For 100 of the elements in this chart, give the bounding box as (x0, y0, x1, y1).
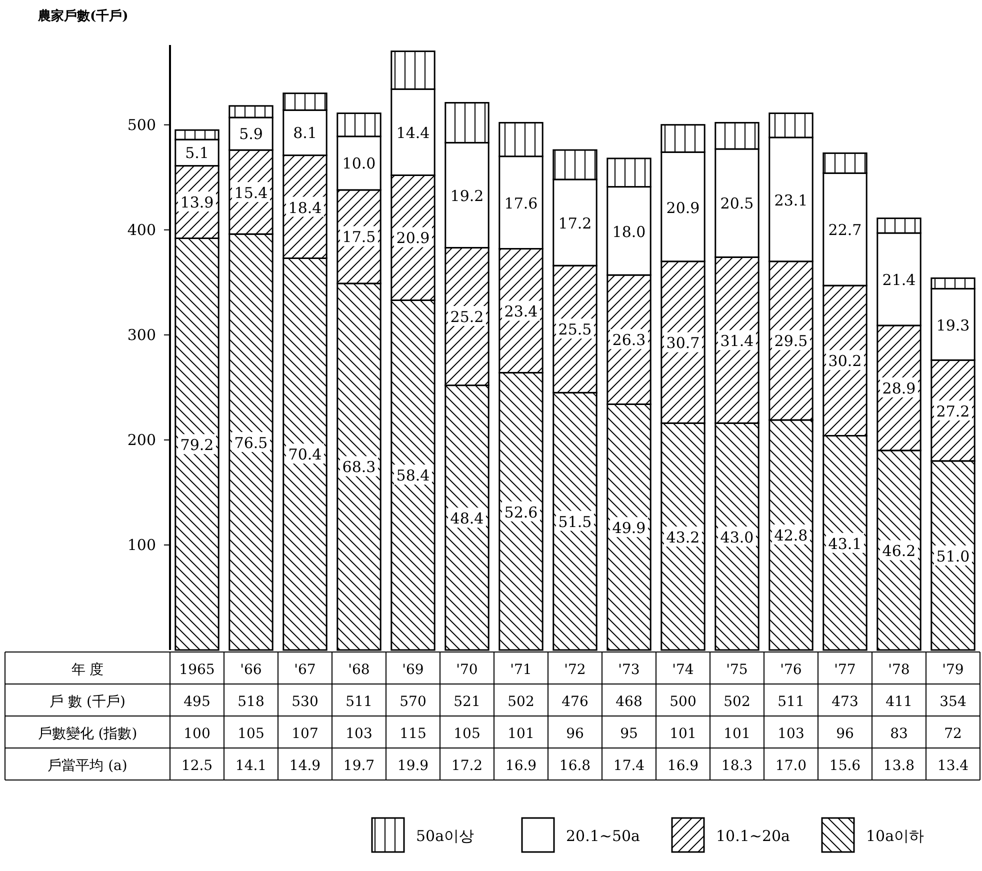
annotation: 52.6 (504, 503, 538, 522)
total-label: 521 (454, 694, 480, 710)
text: 103 (346, 726, 372, 742)
total-label: 500 (670, 694, 696, 710)
x-tick-label: '79 (942, 662, 964, 678)
x-tick-label: '75 (726, 662, 748, 678)
annotation: 17.5 (342, 228, 376, 246)
annotation: 70.4 (288, 446, 322, 464)
text: 17.0 (775, 758, 807, 774)
annotation: 25.2 (450, 308, 484, 326)
annotation: 26.3 (612, 331, 646, 350)
text: 18.3 (721, 758, 753, 774)
total-label: 570 (400, 694, 426, 710)
annotation: 21.4 (882, 271, 916, 290)
text: 101 (724, 726, 750, 742)
annotation: 20.9 (666, 198, 700, 217)
text: 戶數變化 (指數) (38, 726, 138, 742)
text: 16.9 (667, 758, 699, 774)
annotation: 48.4 (450, 510, 484, 528)
annotation: 28.9 (882, 379, 916, 398)
text: 13.4 (937, 758, 969, 774)
annotation: 13.9 (180, 194, 214, 212)
annotation: 68.3 (342, 458, 376, 476)
total-label: 476 (562, 694, 588, 710)
text: 72 (944, 726, 962, 742)
annotation: 42.8 (774, 526, 808, 544)
x-tick-label: '67 (294, 662, 316, 678)
annotation: 18.4 (288, 198, 322, 217)
text: 12.5 (181, 758, 213, 774)
x-tick-label: '76 (780, 662, 802, 678)
x-tick-label: '70 (456, 662, 478, 678)
text: 105 (238, 726, 264, 742)
total-label: 502 (508, 694, 534, 710)
total-label: 354 (940, 694, 966, 710)
text: 年 度 (71, 662, 104, 678)
text: 14.9 (289, 758, 321, 774)
text: 115 (400, 726, 426, 742)
annotation: 5.9 (239, 125, 263, 144)
annotation: 43.2 (666, 528, 700, 547)
total-label: 511 (346, 694, 372, 710)
y-tick-label: 400 (127, 220, 156, 239)
annotation: 18.0 (612, 222, 646, 241)
text: 19.9 (397, 758, 429, 774)
annotation: 15.4 (234, 184, 268, 202)
total-label: 511 (778, 694, 804, 710)
text: 103 (778, 726, 804, 742)
legend-label: 10a이하 (866, 827, 924, 845)
annotation: 51.5 (558, 512, 592, 531)
text: 戶 數 (千戶) (50, 694, 126, 710)
total-label: 530 (292, 694, 318, 710)
annotation: 23.1 (774, 191, 808, 210)
total-label: 468 (616, 694, 642, 710)
text: 83 (890, 726, 908, 742)
y-tick-label: 500 (127, 116, 156, 134)
annotation: 14.4 (396, 124, 430, 142)
annotation: 43.0 (720, 528, 754, 547)
y-tick-label: 200 (127, 430, 156, 449)
x-tick-label: '73 (618, 662, 640, 678)
text: 101 (508, 726, 534, 742)
text: 13.8 (883, 758, 915, 774)
y-tick-label: 100 (127, 536, 156, 554)
annotation: 31.4 (720, 332, 754, 350)
total-label: 473 (832, 694, 858, 710)
annotation: 49.9 (612, 519, 646, 538)
annotation: 22.7 (828, 220, 862, 239)
text: 105 (454, 726, 480, 742)
annotation: 5.1 (185, 144, 209, 162)
annotation: 79.2 (180, 436, 214, 454)
annotation: 27.2 (936, 402, 970, 421)
x-tick-label: '74 (672, 662, 694, 678)
text: 14.1 (235, 758, 267, 774)
x-tick-label: 1965 (179, 662, 215, 678)
annotation: 8.1 (293, 124, 317, 142)
text: 戶當平均 (a) (48, 758, 128, 774)
annotation: 76.5 (234, 434, 268, 452)
text: 17.4 (613, 758, 645, 774)
text: 16.9 (505, 758, 537, 774)
total-label: 411 (886, 694, 912, 710)
x-tick-label: '72 (564, 662, 586, 678)
text: 96 (566, 726, 584, 742)
x-tick-label: '68 (348, 662, 370, 678)
annotation: 46.2 (882, 542, 916, 560)
text: 95 (620, 726, 638, 742)
annotation: 23.4 (504, 302, 538, 321)
y-tick-label: 300 (127, 326, 156, 344)
annotation: 43.1 (828, 534, 862, 553)
total-label: 518 (238, 694, 264, 710)
annotation: 17.6 (504, 194, 538, 213)
legend-label: 20.1~50a (566, 827, 640, 845)
annotation: 30.7 (666, 334, 700, 352)
annotation: 20.9 (396, 229, 430, 248)
annotation: 25.5 (558, 320, 592, 339)
text: 101 (670, 726, 696, 742)
annotation: 29.5 (774, 332, 808, 350)
annotation: 19.2 (450, 187, 484, 206)
annotation: 30.2 (828, 352, 862, 370)
x-tick-label: '71 (510, 662, 532, 678)
annotation: 17.2 (558, 214, 592, 233)
total-label: 502 (724, 694, 750, 710)
annotation: 58.4 (396, 466, 430, 485)
